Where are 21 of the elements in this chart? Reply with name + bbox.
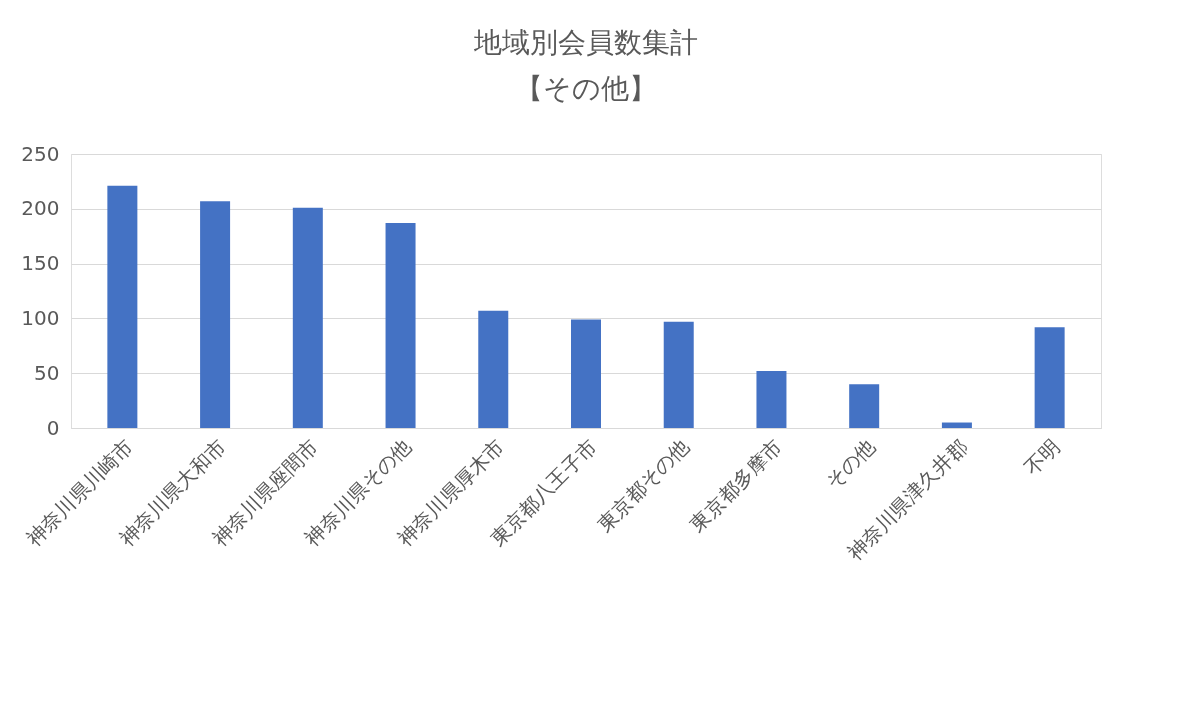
bar [200,201,231,428]
y-tick-label: 200 [21,196,60,221]
bar [107,185,138,428]
x-tick-label: その他 [820,434,880,494]
y-tick-label: 250 [21,141,60,166]
y-tick-label: 150 [21,251,60,276]
bar [941,422,972,428]
y-tick-label: 50 [34,360,60,385]
bar [478,310,509,428]
y-tick-label: 100 [21,305,60,330]
bar [756,371,787,428]
x-tick-label: 不明 [1019,434,1065,480]
chart-subtitle: 【その他】 [515,72,657,105]
bar [663,321,694,428]
bar [849,384,880,428]
bar [385,223,416,428]
bar [292,207,323,428]
chart-title: 地域別会員数集計 [473,26,698,59]
bar [1034,327,1065,428]
bar [571,319,601,428]
y-tick-label: 0 [46,415,60,440]
